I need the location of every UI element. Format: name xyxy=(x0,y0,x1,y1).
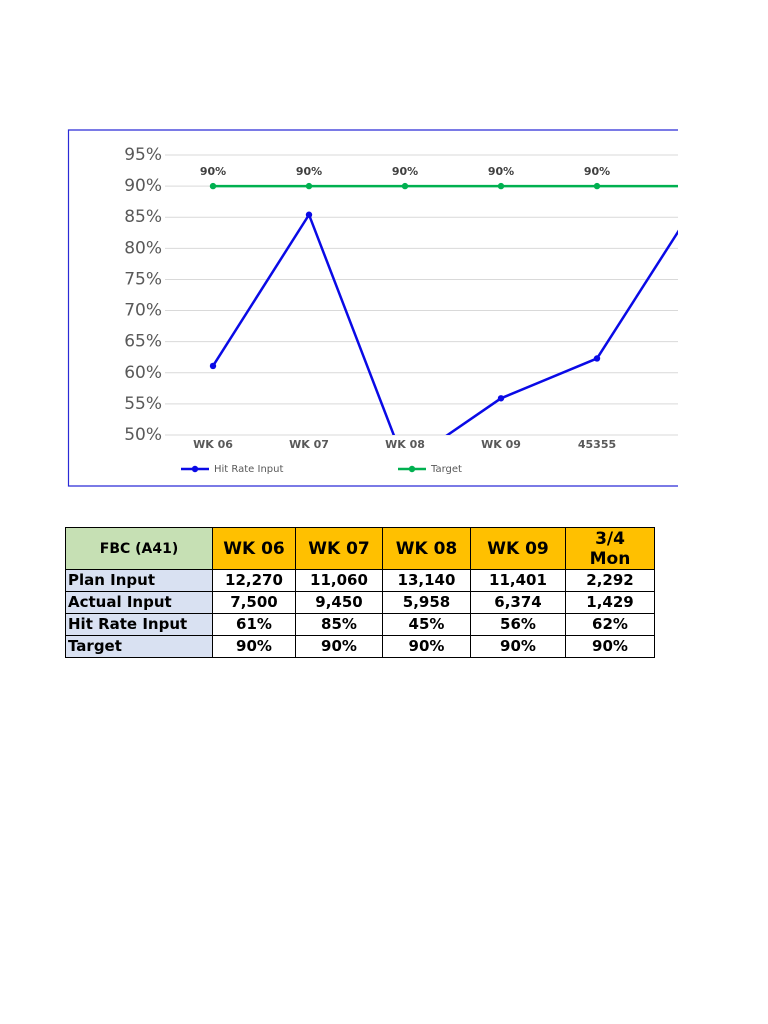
table-row: Target 90% 90% 90% 90% 90% xyxy=(65,635,655,658)
series-marker xyxy=(497,182,505,190)
table-cell: 7,500 xyxy=(212,591,296,614)
data-label: 90% xyxy=(296,165,322,178)
y-tick-label: 50% xyxy=(124,425,162,445)
series-marker xyxy=(209,182,217,190)
x-tick-label: 45355 xyxy=(578,438,616,451)
y-tick-label: 80% xyxy=(124,238,162,258)
table-cell: 90% xyxy=(470,635,566,658)
y-tick-label: 55% xyxy=(124,394,162,414)
y-tick-label: 65% xyxy=(124,332,162,352)
y-tick-label: 70% xyxy=(124,301,162,321)
chart-border xyxy=(67,129,678,487)
table-cell: 11,401 xyxy=(470,569,566,592)
series-marker xyxy=(209,362,217,370)
table-row: Hit Rate Input 61% 85% 45% 56% 62% xyxy=(65,613,655,636)
table-cell: 90% xyxy=(382,635,471,658)
header-cell: 3/4 Mon xyxy=(565,527,655,570)
y-tick-label: 85% xyxy=(124,207,162,227)
table-cell: 90% xyxy=(212,635,296,658)
row-label: Target xyxy=(65,635,213,658)
table-cell: 13,140 xyxy=(382,569,471,592)
header-row: FBC (A41) WK 06 WK 07 WK 08 WK 09 3/4 Mon xyxy=(65,527,655,570)
chart: WK 06 WK 07 WK 08 WK 09 45355 90% 90% 90% 90% 90%… xyxy=(67,129,696,487)
series-layer xyxy=(209,182,696,467)
table-cell: 90% xyxy=(295,635,383,658)
table-cell: 90% xyxy=(565,635,655,658)
y-tick-label: 90% xyxy=(124,176,162,196)
y-tick-label: 95% xyxy=(124,145,162,165)
series-marker xyxy=(401,182,409,190)
series-marker xyxy=(593,182,601,190)
table-cell: 11,060 xyxy=(295,569,383,592)
table-cell: 2,292 xyxy=(565,569,655,592)
legend-label: Target xyxy=(430,464,462,475)
row-label: Hit Rate Input xyxy=(65,613,213,636)
data-label: 90% xyxy=(200,165,226,178)
header-cell: WK 08 xyxy=(382,527,471,570)
series-marker xyxy=(305,182,313,190)
series-marker xyxy=(690,205,696,211)
header-cell: WK 07 xyxy=(295,527,383,570)
header-cell: WK 06 xyxy=(212,527,296,570)
x-tick-label: WK 06 xyxy=(193,438,233,451)
series-marker xyxy=(497,395,505,402)
data-label: 90% xyxy=(488,165,514,178)
table-cell: 6,374 xyxy=(470,591,566,614)
legend-marker xyxy=(408,465,416,473)
series-marker xyxy=(305,211,313,218)
table-cell: 5,958 xyxy=(382,591,471,614)
series-marker xyxy=(402,461,408,467)
plot-area: WK 06 WK 07 WK 08 WK 09 45355 90% 90% 90% 90% 90% xyxy=(165,154,678,451)
table-cell: 62% xyxy=(565,613,655,636)
series-marker xyxy=(690,183,696,189)
series-line xyxy=(211,211,678,435)
table-cell: 1,429 xyxy=(565,591,655,614)
table-cell: 12,270 xyxy=(212,569,296,592)
series-marker xyxy=(593,355,601,362)
table-row: Actual Input 7,500 9,450 5,958 6,374 1,429 xyxy=(65,591,655,614)
table-row: Plan Input 12,270 11,060 13,140 11,401 2,292 xyxy=(65,569,655,592)
legend-marker xyxy=(191,465,199,473)
table-cell: 61% xyxy=(212,613,296,636)
table-cell: 56% xyxy=(470,613,566,636)
header-cell: WK 09 xyxy=(470,527,566,570)
data-label: 90% xyxy=(392,165,418,178)
y-tick-label: 75% xyxy=(124,269,162,289)
table-cell: 85% xyxy=(295,613,383,636)
x-tick-label: WK 09 xyxy=(481,438,521,451)
legend-label: Hit Rate Input xyxy=(214,464,283,475)
row-label: Actual Input xyxy=(65,591,213,614)
data-table: FBC (A41) WK 06 WK 07 WK 08 WK 09 3/4 Mon Plan… xyxy=(65,527,655,658)
table-cell: 45% xyxy=(382,613,471,636)
y-tick-label: 60% xyxy=(124,363,162,383)
x-tick-label: WK 07 xyxy=(289,438,329,451)
row-label: Plan Input xyxy=(65,569,213,592)
x-tick-label: WK 08 xyxy=(385,438,425,451)
header-cell: FBC (A41) xyxy=(65,527,213,570)
table-cell: 9,450 xyxy=(295,591,383,614)
data-label: 90% xyxy=(584,165,610,178)
